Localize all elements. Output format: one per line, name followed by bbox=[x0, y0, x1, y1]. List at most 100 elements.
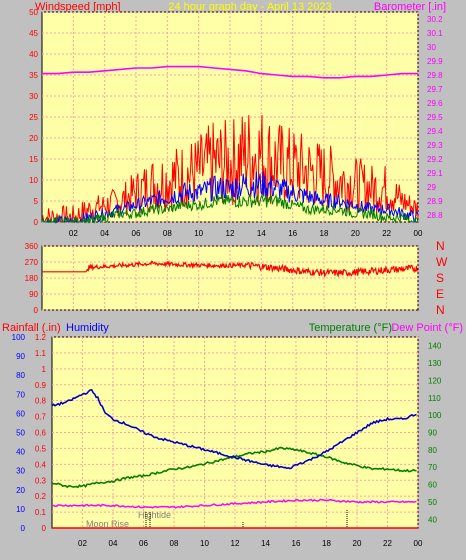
rainfall-tick-label: 0.2 bbox=[35, 492, 47, 501]
temperature-tick-label: 80 bbox=[428, 446, 437, 455]
barometer-tick-label: 29.7 bbox=[427, 85, 443, 94]
windspeed-tick-label: 30 bbox=[29, 92, 38, 101]
windspeed-axis-label: Windspeed [mph] bbox=[35, 1, 121, 13]
humidity-tick-label: 50 bbox=[16, 429, 25, 438]
humidity-tick-label: 70 bbox=[16, 390, 25, 399]
humidity-tick-label: 0 bbox=[21, 524, 26, 533]
windspeed-tick-label: 35 bbox=[29, 71, 38, 80]
direction-tick-label: 180 bbox=[25, 274, 39, 283]
humidity-tick-label: 20 bbox=[16, 486, 25, 495]
wind-x-tick-label: 14 bbox=[257, 229, 266, 238]
compass-label-n-bottom: N bbox=[436, 303, 445, 317]
windspeed-tick-label: 15 bbox=[29, 155, 38, 164]
temperature-tick-label: 100 bbox=[428, 411, 442, 420]
rainfall-tick-label: 0.5 bbox=[35, 444, 47, 453]
barometer-tick-label: 28.8 bbox=[427, 211, 443, 220]
temperature-tick-label: 70 bbox=[428, 463, 437, 472]
wind-x-tick-label: 02 bbox=[69, 229, 78, 238]
humidity-tick-label: 30 bbox=[16, 467, 25, 476]
rainfall-tick-label: 0.1 bbox=[35, 508, 47, 517]
wind-x-tick-label: 20 bbox=[351, 229, 360, 238]
temp-x-tick-label: 14 bbox=[261, 539, 270, 548]
wind-barometer-panel: 0 5 10 15 20 25 30 35 40 45 50 28.8 28.9 29 29.1 29.2 29… bbox=[29, 8, 443, 238]
barometer-tick-label: 29 bbox=[427, 183, 436, 192]
windspeed-tick-label: 50 bbox=[29, 8, 38, 17]
wind-x-tick-label: 00 bbox=[414, 229, 423, 238]
temperature-tick-label: 140 bbox=[428, 342, 442, 351]
direction-tick-label: 270 bbox=[25, 258, 39, 267]
wind-x-tick-label: 04 bbox=[100, 229, 109, 238]
wind-x-tick-label: 16 bbox=[288, 229, 297, 238]
windspeed-tick-label: 20 bbox=[29, 134, 38, 143]
rainfall-axis-label: Rainfall (.in) bbox=[2, 322, 61, 334]
temp-x-tick-label: 02 bbox=[78, 539, 87, 548]
temperature-tick-label: 50 bbox=[428, 498, 437, 507]
rainfall-tick-label: 0.7 bbox=[35, 413, 47, 422]
temperature-tick-label: 120 bbox=[428, 376, 442, 385]
barometer-tick-label: 29.5 bbox=[427, 113, 443, 122]
temperature-tick-label: 60 bbox=[428, 481, 437, 490]
barometer-axis-label: Barometer [.in] bbox=[374, 1, 446, 13]
high-tide-label: Hightide bbox=[138, 510, 171, 520]
humidity-tick-label: 80 bbox=[16, 371, 25, 380]
barometer-tick-label: 30.1 bbox=[427, 29, 443, 38]
graph-title: 24 hour graph day - April 13 2023 bbox=[168, 1, 331, 13]
compass-label-w: W bbox=[436, 255, 448, 269]
wind-x-tick-label: 08 bbox=[163, 229, 172, 238]
temperature-axis-label: Temperature (°F) bbox=[309, 322, 392, 334]
barometer-tick-label: 29.9 bbox=[427, 57, 443, 66]
direction-tick-label: 90 bbox=[29, 290, 38, 299]
temp-x-tick-label: 12 bbox=[231, 539, 240, 548]
humidity-tick-label: 90 bbox=[16, 352, 25, 361]
wind-gust-line bbox=[41, 114, 419, 224]
temperature-tick-label: 90 bbox=[428, 429, 437, 438]
windspeed-tick-label: 5 bbox=[34, 197, 39, 206]
temp-x-tick-label: 00 bbox=[414, 539, 423, 548]
humidity-tick-label: 10 bbox=[16, 505, 25, 514]
barometer-tick-label: 30.2 bbox=[427, 15, 443, 24]
wind-direction-panel: 0 90 180 270 360 bbox=[25, 242, 419, 315]
direction-tick-label: 360 bbox=[25, 242, 39, 251]
temperature-tick-label: 40 bbox=[428, 515, 437, 524]
compass-label-e: E bbox=[436, 287, 444, 301]
rainfall-tick-label: 0.6 bbox=[35, 429, 47, 438]
temperature-humidity-panel: 010203040506070809010000.10.20.30.40.50.… bbox=[12, 333, 442, 548]
compass-label-s: S bbox=[436, 271, 444, 285]
wind-direction-line bbox=[42, 259, 418, 279]
wind-x-tick-label: 06 bbox=[132, 229, 141, 238]
rainfall-tick-label: 0.8 bbox=[35, 397, 47, 406]
windspeed-tick-label: 40 bbox=[29, 50, 38, 59]
barometer-tick-label: 30 bbox=[427, 43, 436, 52]
rainfall-tick-label: 1 bbox=[42, 365, 47, 374]
barometer-tick-label: 29.4 bbox=[427, 127, 443, 136]
barometer-tick-label: 29.8 bbox=[427, 71, 443, 80]
humidity-line bbox=[51, 388, 417, 470]
temp-x-tick-label: 16 bbox=[292, 539, 301, 548]
humidity-axis-label: Humidity bbox=[66, 322, 109, 334]
temp-x-tick-label: 22 bbox=[383, 539, 392, 548]
dewpoint-line bbox=[51, 498, 417, 509]
barometer-tick-label: 29.1 bbox=[427, 169, 443, 178]
rainfall-tick-label: 1.1 bbox=[35, 349, 47, 358]
barometer-tick-label: 29.2 bbox=[427, 155, 443, 164]
rainfall-tick-label: 0 bbox=[42, 524, 47, 533]
temperature-tick-label: 110 bbox=[428, 394, 441, 403]
barometer-tick-label: 29.3 bbox=[427, 141, 443, 150]
windspeed-tick-label: 10 bbox=[29, 176, 38, 185]
barometer-tick-label: 28.9 bbox=[427, 197, 443, 206]
humidity-tick-label: 40 bbox=[16, 448, 25, 457]
humidity-tick-label: 60 bbox=[16, 409, 25, 418]
compass-label-n-top: N bbox=[436, 239, 445, 253]
barometer-line bbox=[42, 65, 418, 79]
temperature-tick-label: 130 bbox=[428, 359, 442, 368]
windspeed-tick-label: 45 bbox=[29, 29, 38, 38]
temp-x-tick-label: 20 bbox=[353, 539, 362, 548]
rainfall-tick-label: 0.9 bbox=[35, 381, 47, 390]
wind-x-tick-label: 18 bbox=[320, 229, 329, 238]
humidity-tick-label: 100 bbox=[12, 333, 26, 342]
wind-x-tick-label: 12 bbox=[226, 229, 235, 238]
wind-x-tick-label: 22 bbox=[382, 229, 391, 238]
direction-tick-label: 0 bbox=[34, 306, 39, 315]
